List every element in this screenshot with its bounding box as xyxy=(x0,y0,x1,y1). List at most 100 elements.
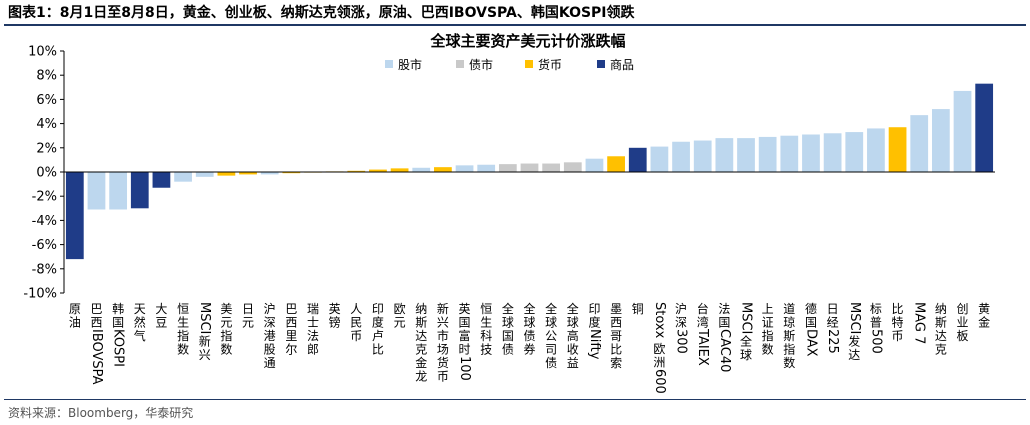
bar-3 xyxy=(130,172,149,209)
x-tick-label: 纳斯达克 xyxy=(935,302,947,357)
svg-text:全: 全 xyxy=(545,301,557,316)
svg-text:标: 标 xyxy=(870,302,882,316)
legend-label-0: 股市 xyxy=(398,57,422,72)
bar-4 xyxy=(152,172,171,188)
svg-text:巴: 巴 xyxy=(90,302,102,316)
svg-text:西: 西 xyxy=(90,316,102,330)
figure-label: 图表1： xyxy=(8,5,60,21)
bar-14 xyxy=(369,169,387,172)
bar-25 xyxy=(607,156,625,172)
bar-13 xyxy=(347,170,366,172)
svg-text:300: 300 xyxy=(674,329,689,354)
legend-label-2: 货币 xyxy=(538,57,562,72)
svg-text:日: 日 xyxy=(242,302,254,316)
svg-text:里: 里 xyxy=(285,329,297,343)
x-tick-label: 欧元 xyxy=(394,302,406,330)
svg-text:司: 司 xyxy=(545,343,557,357)
svg-text:数: 数 xyxy=(177,342,189,357)
svg-text:金: 金 xyxy=(415,355,427,370)
svg-text:币: 币 xyxy=(892,329,904,343)
svg-text:KOSPI: KOSPI xyxy=(111,329,126,367)
svg-text:普: 普 xyxy=(870,316,882,330)
y-tick-label: -10% xyxy=(23,287,57,302)
svg-text:600: 600 xyxy=(652,369,667,394)
svg-text:西: 西 xyxy=(285,316,297,330)
svg-text:500: 500 xyxy=(868,329,883,354)
bar-42 xyxy=(975,83,994,172)
x-tick-label: 天然气 xyxy=(134,302,146,343)
bottom-rule xyxy=(4,399,1026,400)
chart-title: 全球主要资产美元计价涨跌幅 xyxy=(429,32,625,50)
svg-text:然: 然 xyxy=(134,315,146,330)
svg-text:民: 民 xyxy=(350,316,362,330)
bar-21 xyxy=(520,163,539,172)
bar-17 xyxy=(434,167,452,172)
svg-text:富: 富 xyxy=(459,328,471,343)
svg-text:225: 225 xyxy=(825,329,840,354)
svg-text:哥: 哥 xyxy=(610,329,622,343)
svg-text:市: 市 xyxy=(437,328,449,343)
svg-text:业: 业 xyxy=(957,316,969,330)
svg-text:欧: 欧 xyxy=(653,342,665,356)
svg-text:港: 港 xyxy=(264,329,276,343)
svg-text:巴: 巴 xyxy=(285,302,297,316)
bar-29 xyxy=(693,140,712,172)
svg-text:索: 索 xyxy=(610,356,622,370)
svg-text:德: 德 xyxy=(805,301,817,316)
svg-text:高: 高 xyxy=(567,328,579,343)
y-axis: -10% -8% -6% -4% -2% 0% 2% 4% 6% 8% 10% xyxy=(23,45,65,302)
bar-chart: 全球主要资产美元计价涨跌幅 股市 债市 货币 商品 -10%-8%-6%-4%-2%0… xyxy=(23,32,995,394)
svg-text:湾: 湾 xyxy=(697,315,709,330)
svg-text:全: 全 xyxy=(740,333,752,348)
svg-text:元: 元 xyxy=(394,316,406,330)
y-tick-label: 6% xyxy=(36,93,57,108)
svg-text:兴: 兴 xyxy=(437,316,449,330)
bar-1 xyxy=(87,172,106,210)
svg-text:国: 国 xyxy=(805,316,817,330)
bar-40 xyxy=(931,109,950,172)
svg-text:MSCI: MSCI xyxy=(847,302,862,334)
svg-text:MAG 7: MAG 7 xyxy=(912,302,927,344)
svg-text:上: 上 xyxy=(762,302,774,316)
svg-text:技: 技 xyxy=(480,343,492,357)
x-tick-label: 韩国KOSPI xyxy=(111,301,126,367)
svg-text:MSCI: MSCI xyxy=(197,302,212,334)
bar-18 xyxy=(455,165,474,172)
svg-text:人: 人 xyxy=(350,302,362,316)
svg-text:债: 债 xyxy=(545,356,557,370)
bar-27 xyxy=(650,146,669,172)
svg-text:英: 英 xyxy=(329,302,341,316)
svg-text:沪: 沪 xyxy=(264,302,276,316)
svg-text:币: 币 xyxy=(350,329,362,343)
svg-text:大: 大 xyxy=(155,302,167,316)
bar-28 xyxy=(672,141,690,172)
svg-text:益: 益 xyxy=(567,356,579,370)
svg-text:克: 克 xyxy=(415,343,427,357)
svg-text:场: 场 xyxy=(437,343,449,357)
svg-text:印: 印 xyxy=(588,302,600,316)
svg-text:股: 股 xyxy=(264,343,276,357)
svg-text:恒: 恒 xyxy=(480,302,492,316)
svg-text:球: 球 xyxy=(523,316,535,330)
svg-text:士: 士 xyxy=(307,316,319,330)
svg-text:球: 球 xyxy=(740,348,752,362)
svg-text:墨: 墨 xyxy=(610,302,622,316)
svg-text:DAX: DAX xyxy=(803,329,818,357)
y-tick-label: 0% xyxy=(36,166,57,181)
svg-text:指: 指 xyxy=(177,328,189,343)
svg-text:油: 油 xyxy=(69,316,81,330)
svg-text:时: 时 xyxy=(459,343,471,357)
svg-text:达: 达 xyxy=(848,348,860,362)
svg-text:恒: 恒 xyxy=(177,302,189,316)
svg-text:国: 国 xyxy=(718,316,730,330)
bar-19 xyxy=(477,164,496,172)
